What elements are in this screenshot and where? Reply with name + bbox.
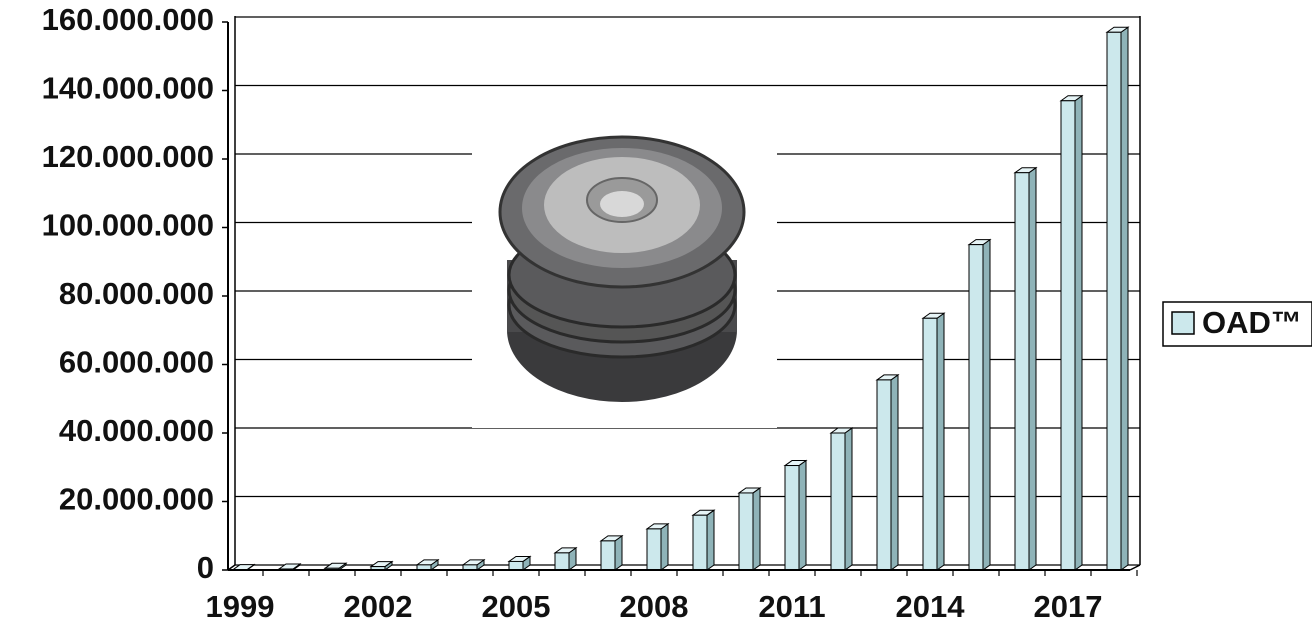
y-tick-label: 60.000.000 — [59, 345, 214, 380]
bar — [507, 555, 532, 571]
bar-front — [646, 528, 662, 571]
bar — [323, 562, 348, 571]
bar-front — [1106, 31, 1122, 571]
bar-side — [614, 534, 623, 571]
bar-side — [890, 373, 899, 571]
bar-front — [922, 317, 938, 571]
bar — [415, 558, 440, 571]
bar-front — [554, 552, 570, 571]
bar — [369, 560, 394, 571]
bar-front — [830, 432, 846, 571]
x-tick-label: 2005 — [482, 589, 551, 624]
x-tick-label: 2017 — [1034, 589, 1103, 624]
bar — [1013, 166, 1038, 571]
bar-side — [798, 459, 807, 571]
bar-side — [1120, 26, 1129, 571]
bar — [1105, 26, 1130, 571]
x-tick-label: 2008 — [620, 589, 689, 624]
bar — [921, 312, 946, 571]
x-tick-label: 2002 — [344, 589, 413, 624]
y-tick-label: 140.000.000 — [42, 71, 214, 106]
bar-front — [1060, 100, 1076, 571]
bar-front — [600, 540, 616, 571]
bar — [875, 373, 900, 571]
bar-front — [968, 244, 984, 571]
bar — [737, 486, 762, 571]
bar-side — [1074, 94, 1083, 571]
bar-front — [738, 492, 754, 571]
axes: 0 20.000.000 40.000.000 60.000.000 80.000.00… — [42, 2, 1141, 624]
y-tick-label: 20.000.000 — [59, 482, 214, 517]
bar-side — [1028, 166, 1037, 571]
bar-front — [876, 379, 892, 571]
bar — [783, 459, 808, 571]
bar — [599, 534, 624, 571]
legend-swatch — [1171, 311, 1195, 335]
product-photo — [472, 128, 777, 428]
x-tick-label: 1999 — [206, 589, 275, 624]
bar-side — [936, 312, 945, 571]
y-tick-label: 100.000.000 — [42, 208, 214, 243]
bar — [645, 522, 670, 571]
bar-side — [660, 522, 669, 571]
y-tick-label: 40.000.000 — [59, 413, 214, 448]
bar-front — [508, 560, 524, 571]
bar-side — [982, 238, 991, 571]
x-tick-label: 2014 — [896, 589, 966, 624]
bar-front — [784, 465, 800, 571]
x-tick-label: 2011 — [758, 589, 825, 624]
y-tick-label: 0 — [197, 550, 214, 585]
legend-label: OAD™ — [1202, 305, 1302, 340]
bar-side — [844, 427, 853, 571]
bar-side — [752, 486, 761, 571]
bars — [231, 26, 1130, 571]
bar — [1059, 94, 1084, 571]
bar-front — [1014, 172, 1030, 571]
legend: OAD™ — [1162, 301, 1312, 347]
bar — [553, 546, 578, 571]
bar-side — [706, 509, 715, 571]
bar — [461, 558, 486, 571]
y-tick-label: 120.000.000 — [42, 139, 214, 174]
bar-front — [692, 514, 708, 571]
bar — [967, 238, 992, 571]
y-tick-label: 80.000.000 — [59, 276, 214, 311]
bar — [691, 509, 716, 571]
y-tick-label: 160.000.000 — [42, 2, 214, 37]
bar — [829, 427, 854, 571]
